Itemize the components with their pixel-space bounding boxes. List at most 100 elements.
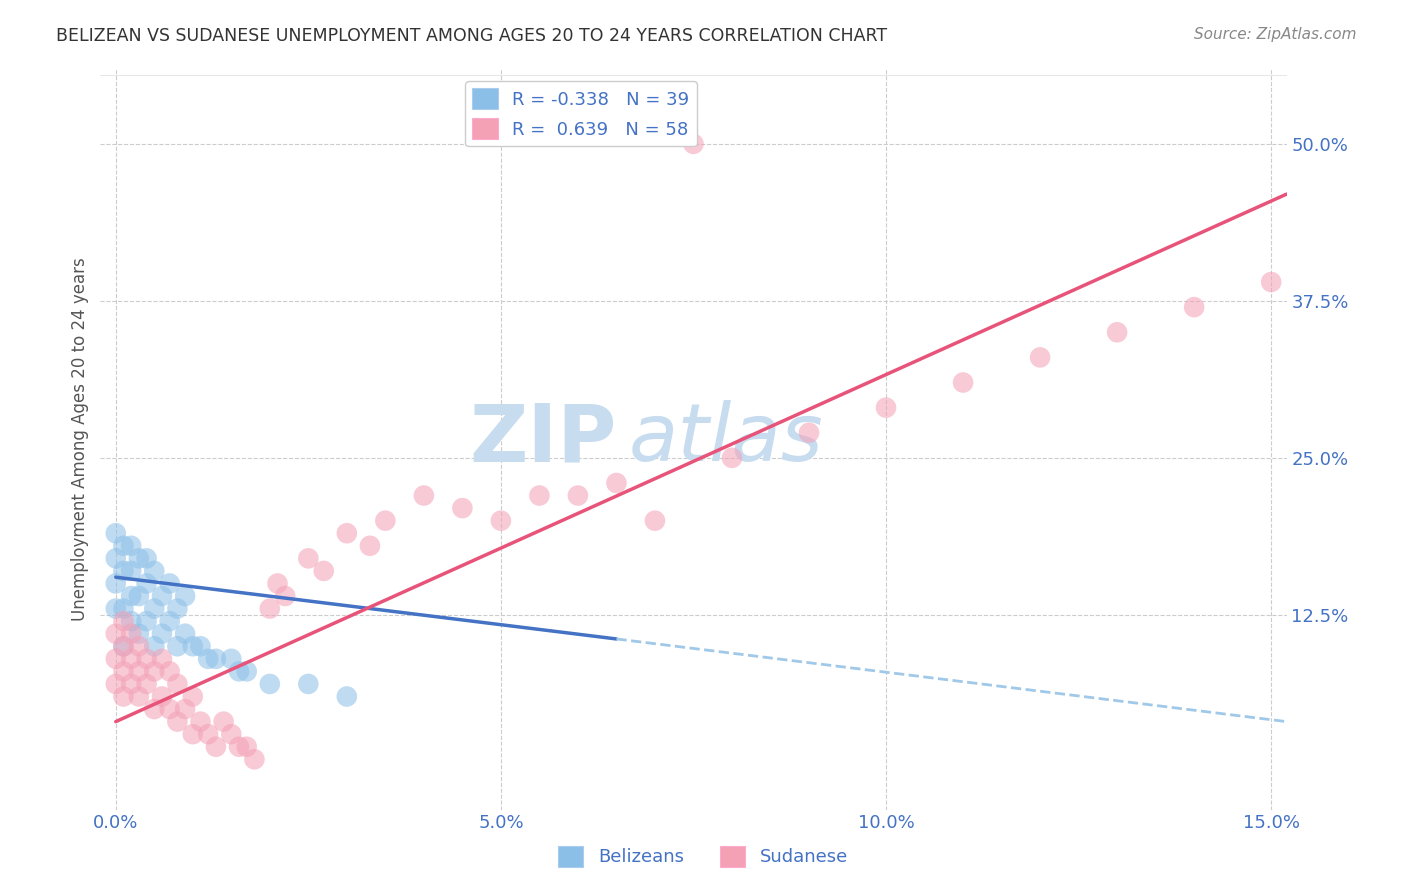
Point — [120, 614, 142, 628]
Point — [682, 136, 704, 151]
Point — [128, 626, 150, 640]
Point — [235, 739, 257, 754]
Point — [112, 640, 135, 654]
Point — [243, 752, 266, 766]
Point — [181, 727, 204, 741]
Point — [112, 665, 135, 679]
Point — [104, 626, 127, 640]
Point — [412, 489, 434, 503]
Point — [336, 526, 359, 541]
Point — [166, 677, 188, 691]
Point — [1029, 351, 1052, 365]
Point — [128, 665, 150, 679]
Point — [952, 376, 974, 390]
Point — [181, 640, 204, 654]
Point — [174, 589, 197, 603]
Point — [205, 739, 228, 754]
Point — [112, 640, 135, 654]
Point — [336, 690, 359, 704]
Point — [112, 614, 135, 628]
Point — [374, 514, 396, 528]
Point — [112, 564, 135, 578]
Point — [875, 401, 897, 415]
Point — [721, 450, 744, 465]
Text: ZIP: ZIP — [470, 400, 616, 478]
Point — [112, 539, 135, 553]
Text: atlas: atlas — [628, 400, 823, 478]
Point — [567, 489, 589, 503]
Point — [128, 640, 150, 654]
Point — [143, 564, 166, 578]
Point — [112, 601, 135, 615]
Point — [150, 589, 173, 603]
Point — [197, 652, 219, 666]
Point — [135, 614, 157, 628]
Point — [120, 626, 142, 640]
Point — [489, 514, 512, 528]
Point — [605, 475, 627, 490]
Point — [190, 640, 212, 654]
Point — [1107, 326, 1129, 340]
Text: Source: ZipAtlas.com: Source: ZipAtlas.com — [1194, 27, 1357, 42]
Point — [1260, 275, 1282, 289]
Point — [120, 677, 142, 691]
Point — [259, 601, 281, 615]
Point — [297, 551, 319, 566]
Point — [143, 665, 166, 679]
Point — [135, 677, 157, 691]
Point — [104, 551, 127, 566]
Point — [128, 589, 150, 603]
Point — [143, 640, 166, 654]
Point — [143, 601, 166, 615]
Point — [104, 652, 127, 666]
Point — [159, 665, 181, 679]
Point — [159, 576, 181, 591]
Point — [451, 501, 474, 516]
Point — [120, 652, 142, 666]
Point — [166, 601, 188, 615]
Point — [228, 665, 250, 679]
Point — [221, 652, 243, 666]
Point — [644, 514, 666, 528]
Point — [104, 677, 127, 691]
Point — [135, 551, 157, 566]
Point — [259, 677, 281, 691]
Point — [120, 589, 142, 603]
Point — [181, 690, 204, 704]
Point — [312, 564, 335, 578]
Point — [529, 489, 551, 503]
Point — [104, 601, 127, 615]
Point — [150, 652, 173, 666]
Point — [120, 539, 142, 553]
Y-axis label: Unemployment Among Ages 20 to 24 years: Unemployment Among Ages 20 to 24 years — [72, 257, 89, 621]
Point — [135, 652, 157, 666]
Point — [212, 714, 235, 729]
Point — [135, 576, 157, 591]
Point — [112, 690, 135, 704]
Point — [797, 425, 820, 440]
Point — [166, 714, 188, 729]
Point — [359, 539, 381, 553]
Legend: Belizeans, Sudanese: Belizeans, Sudanese — [551, 838, 855, 874]
Point — [143, 702, 166, 716]
Point — [297, 677, 319, 691]
Legend: R = -0.338   N = 39, R =  0.639   N = 58: R = -0.338 N = 39, R = 0.639 N = 58 — [465, 81, 696, 146]
Point — [205, 652, 228, 666]
Point — [104, 576, 127, 591]
Point — [228, 739, 250, 754]
Point — [197, 727, 219, 741]
Point — [1182, 300, 1205, 314]
Point — [166, 640, 188, 654]
Point — [174, 702, 197, 716]
Point — [128, 551, 150, 566]
Point — [274, 589, 297, 603]
Point — [104, 526, 127, 541]
Point — [266, 576, 288, 591]
Point — [120, 564, 142, 578]
Text: BELIZEAN VS SUDANESE UNEMPLOYMENT AMONG AGES 20 TO 24 YEARS CORRELATION CHART: BELIZEAN VS SUDANESE UNEMPLOYMENT AMONG … — [56, 27, 887, 45]
Point — [221, 727, 243, 741]
Point — [150, 690, 173, 704]
Point — [150, 626, 173, 640]
Point — [128, 690, 150, 704]
Point — [190, 714, 212, 729]
